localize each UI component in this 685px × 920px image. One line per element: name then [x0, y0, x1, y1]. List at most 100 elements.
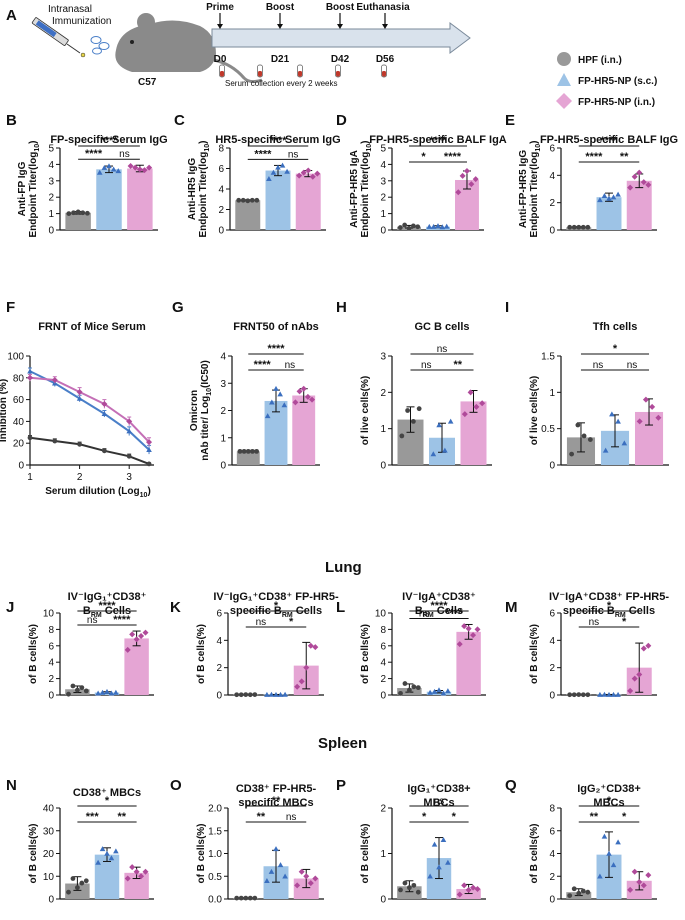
mouse-icon — [115, 13, 263, 84]
sig-label: ns — [434, 796, 445, 807]
data-point-2 — [631, 868, 638, 875]
data-point-2 — [472, 176, 479, 183]
y-axis-label-g-line-0: Omicron — [189, 390, 200, 431]
y-axis-label-e-line-1: Endpoint Titer(log10) — [529, 140, 542, 237]
data-point-0 — [567, 893, 573, 898]
y-axis-label-c-line-0: Anti-HR5 IgG — [187, 158, 198, 220]
panel-label-j: J — [6, 599, 14, 616]
data-point-0 — [243, 895, 249, 901]
data-point-2 — [129, 864, 136, 871]
y-tick-label: 1 — [380, 209, 386, 220]
data-point-1 — [601, 833, 608, 839]
sig-label: **** — [445, 607, 463, 619]
data-point-0 — [571, 692, 577, 698]
data-point-0 — [83, 688, 89, 694]
sig-label: **** — [585, 151, 603, 163]
data-point-1 — [279, 162, 286, 168]
data-point-0 — [75, 209, 81, 215]
data-point-2 — [294, 683, 301, 690]
data-point-1 — [108, 855, 115, 861]
panel-f: F FRNT of Mice Serum 0 20 40 60 80 100 Inhibitio… — [0, 299, 154, 499]
data-point-0 — [415, 224, 421, 230]
panel-label-b: B — [6, 112, 17, 129]
sig-label: * — [422, 811, 427, 823]
x-tick-label: 1 — [27, 472, 33, 483]
y-axis-label-q-line-0: of B cells(%) — [529, 823, 540, 883]
data-point-2 — [129, 631, 136, 638]
series-point-0 — [126, 453, 132, 459]
data-point-2 — [138, 873, 145, 880]
sig-label: **** — [600, 135, 618, 147]
data-point-2 — [636, 878, 643, 885]
serum-collection-label: Serum collection every 2 weeks — [225, 79, 338, 88]
sig-label: **** — [430, 600, 448, 612]
sig-label: * — [289, 616, 294, 628]
data-point-2 — [146, 164, 153, 171]
panel-label-e: E — [505, 112, 515, 129]
y-tick-label: 80 — [13, 373, 25, 384]
section-spleen: Spleen — [318, 735, 367, 752]
sig-label: ** — [620, 151, 629, 163]
legend-marker-triangle — [557, 73, 571, 86]
series-point-2 — [51, 376, 58, 383]
data-point-1 — [615, 191, 621, 197]
data-point-0 — [66, 691, 71, 697]
timeline-event-3: Euthanasia — [356, 2, 410, 13]
data-point-0 — [66, 889, 71, 895]
y-tick-label: 8 — [549, 804, 555, 815]
sig-label: * — [607, 795, 612, 807]
data-point-0 — [580, 224, 586, 230]
data-point-0 — [580, 692, 586, 698]
legend-label-0: HPF (i.n.) — [578, 55, 622, 66]
data-point-2 — [456, 641, 463, 648]
y-tick-label: 0 — [218, 226, 224, 237]
data-point-0 — [576, 224, 582, 230]
data-point-2 — [461, 411, 468, 418]
sig-label: **** — [267, 343, 285, 355]
series-line-2 — [29, 376, 150, 443]
y-tick-label: 0.5 — [208, 872, 222, 883]
data-point-0 — [585, 692, 591, 698]
y-tick-label: 1.5 — [541, 352, 555, 363]
x-axis-label: Serum dilution (Log10) — [45, 486, 151, 499]
data-point-1 — [264, 691, 270, 697]
data-point-2 — [461, 623, 468, 630]
y-tick-label: 0 — [380, 691, 386, 702]
data-point-2 — [294, 882, 301, 889]
sig-label: ns — [286, 812, 297, 823]
panel-label-i: I — [505, 299, 509, 316]
panel-i: I Tfh cells 0 0.5 1 1.5 of live cells(%) ns * ns — [505, 299, 669, 472]
timeline-event-0: Prime — [206, 2, 234, 13]
y-tick-label: 60 — [13, 395, 25, 406]
data-point-1 — [601, 691, 608, 697]
chart-title-c: HR5-specific Serum IgG — [215, 134, 340, 146]
data-point-2 — [138, 632, 145, 639]
data-point-2 — [459, 172, 466, 179]
series-point-0 — [27, 435, 33, 441]
data-point-1 — [110, 166, 117, 172]
chart-title-l-line-0: IV⁻IgA⁺CD38⁺ — [402, 591, 476, 603]
y-axis-label-b-line-0: Anti-FP IgG — [17, 161, 28, 216]
bar-1 — [596, 197, 622, 230]
y-tick-label: 5 — [380, 144, 386, 155]
data-point-2 — [304, 393, 311, 400]
y-axis-label-e-line-0: Anti-FP-HR5 IgG — [518, 150, 529, 229]
data-point-2 — [473, 403, 480, 410]
data-point-1 — [281, 402, 288, 408]
data-point-0 — [74, 885, 80, 891]
timeline-day-3: D56 — [376, 54, 395, 65]
chart-title-i: Tfh cells — [593, 321, 638, 333]
data-point-1 — [282, 873, 288, 879]
droplets-icon — [90, 36, 110, 55]
data-point-1 — [268, 691, 275, 697]
data-point-1 — [447, 418, 454, 424]
data-point-2 — [631, 675, 638, 682]
data-point-2 — [645, 181, 652, 188]
data-point-1 — [273, 691, 279, 697]
chart-title-b: FP-specific Serum IgG — [50, 134, 167, 146]
data-point-1 — [106, 163, 112, 169]
data-point-2 — [303, 664, 310, 671]
data-point-2 — [133, 868, 140, 875]
